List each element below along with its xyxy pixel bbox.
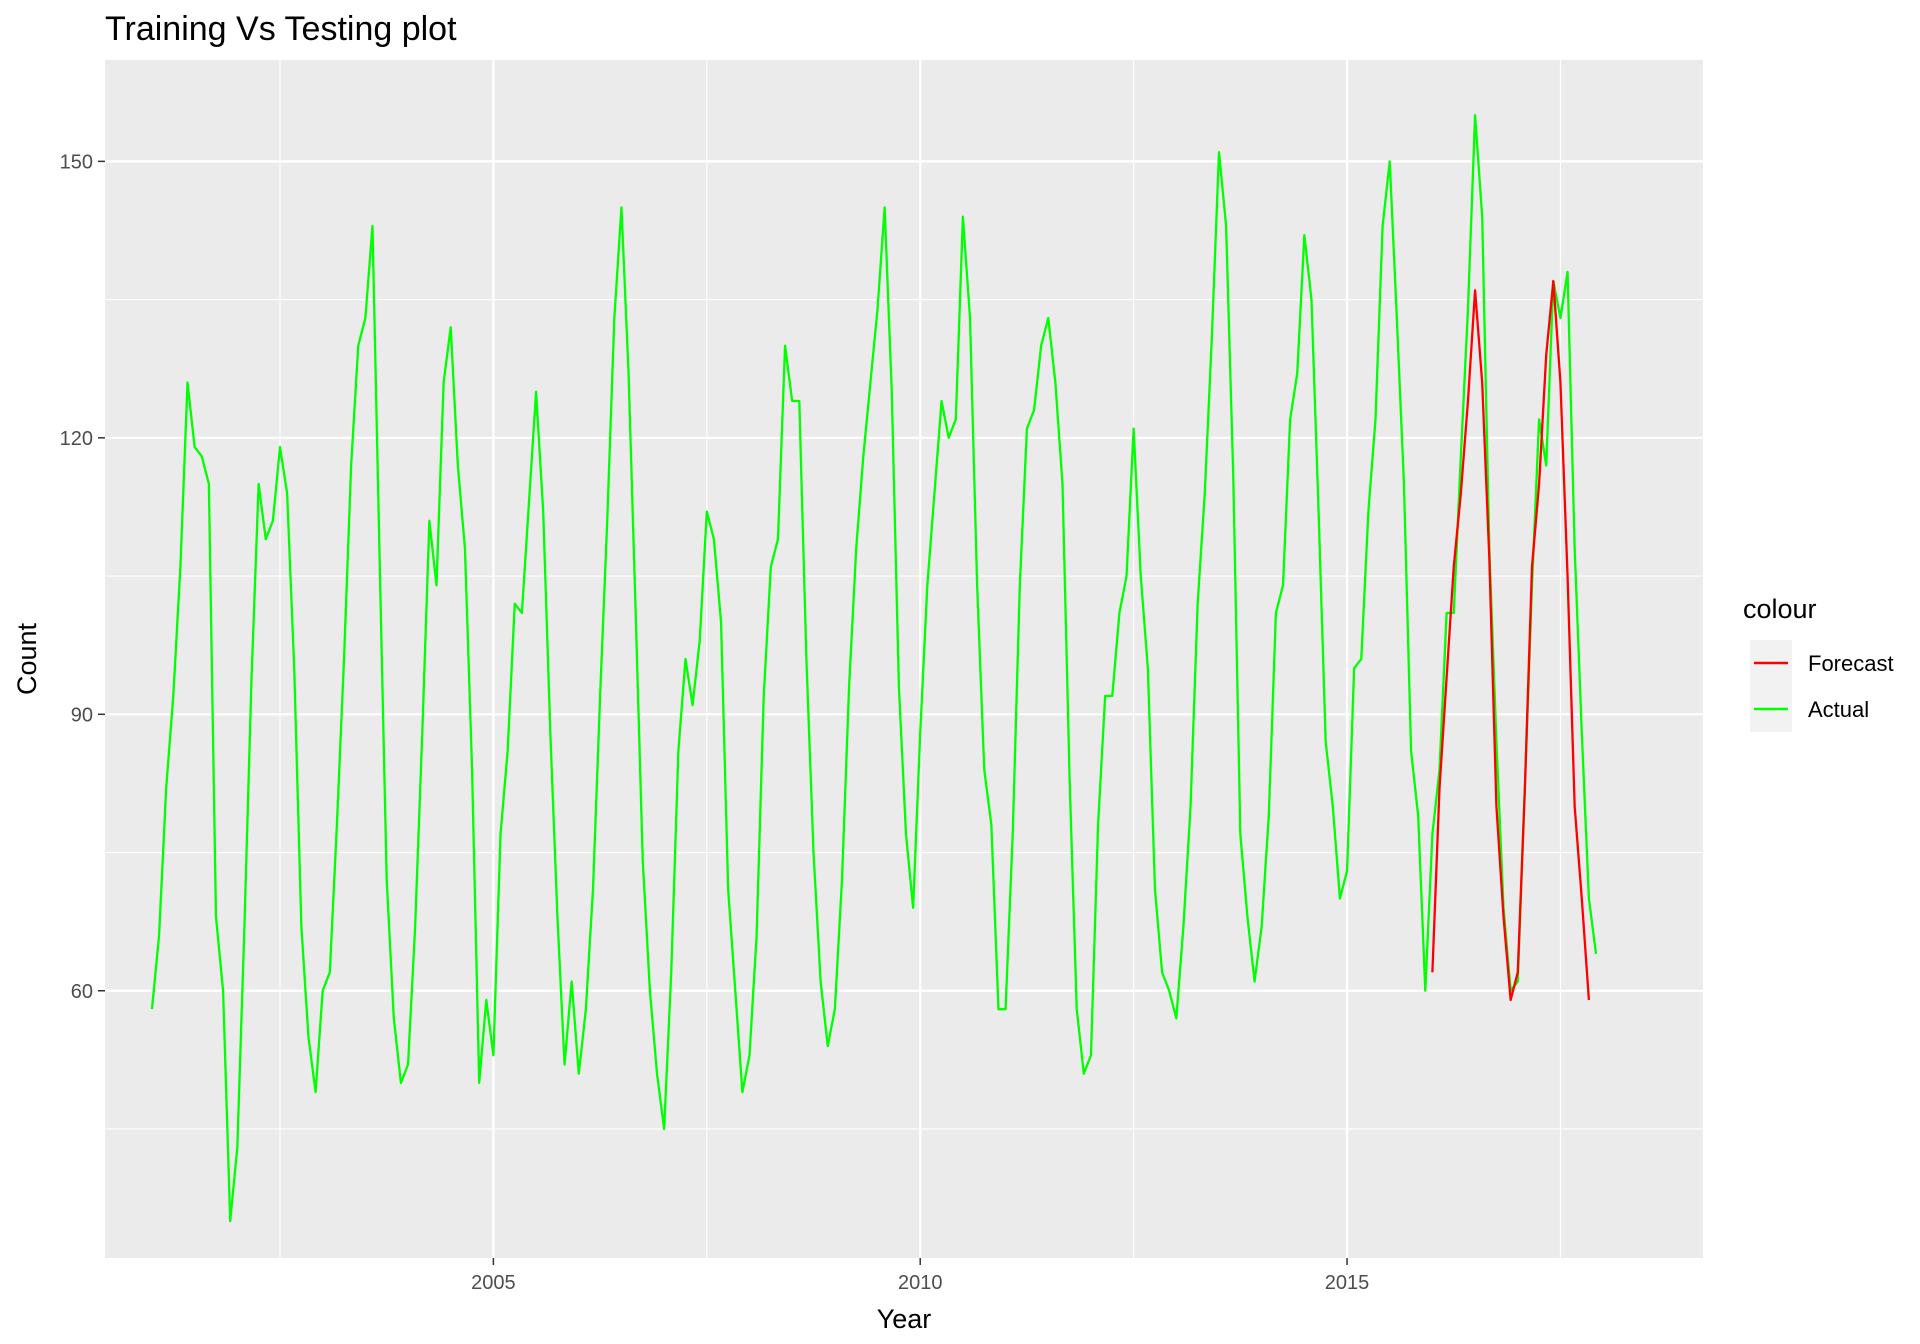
y-axis: 60 90 120 150: [60, 151, 105, 1003]
x-axis-title: Year: [877, 1304, 932, 1334]
chart-title: Training Vs Testing plot: [105, 10, 457, 48]
x-tick-label: 2005: [471, 1272, 516, 1294]
y-axis-title: Count: [12, 622, 42, 695]
series-line-forecast: [1431, 280, 1591, 1002]
legend-label-forecast: Forecast: [1808, 651, 1894, 676]
legend-label-actual: Actual: [1808, 697, 1869, 722]
x-tick-label: 2015: [1325, 1272, 1370, 1294]
y-tick-label: 150: [60, 151, 93, 173]
plot-panel: [105, 60, 1703, 1258]
legend: colour Forecast Actual: [1743, 594, 1894, 732]
x-tick-label: 2010: [898, 1272, 943, 1294]
major-gridlines: [105, 60, 1703, 1258]
y-tick-label: 120: [60, 428, 93, 450]
x-axis: 2005 2010 2015: [471, 1258, 1369, 1294]
series-line-actual: [150, 114, 1598, 1223]
y-tick-label: 90: [71, 704, 93, 726]
series-layer: [150, 114, 1598, 1223]
y-tick-label: 60: [71, 981, 93, 1003]
legend-title: colour: [1743, 594, 1817, 624]
